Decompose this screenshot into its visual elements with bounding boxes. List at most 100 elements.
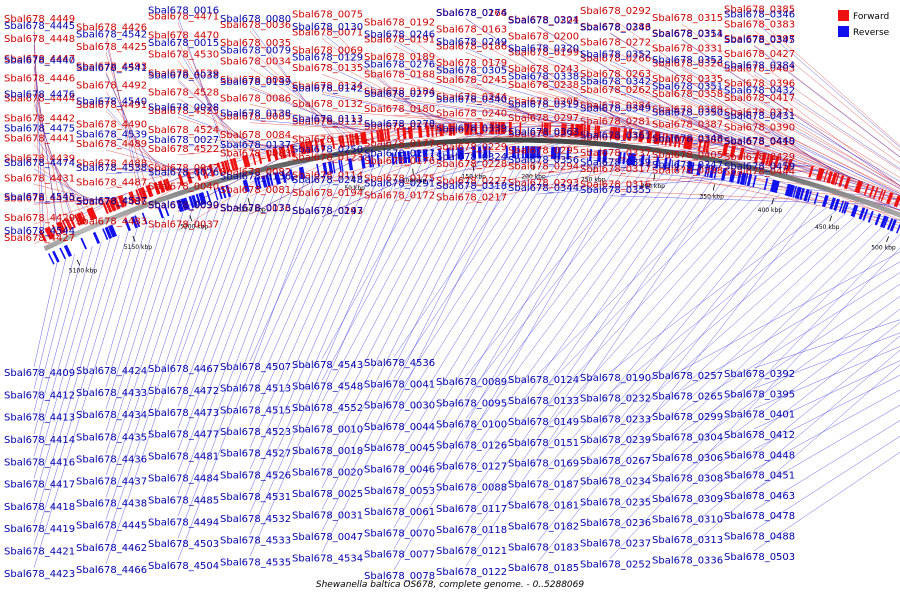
gene-label-top: Sbal678_4492 (76, 81, 147, 92)
reverse-gene (622, 152, 626, 165)
label-connector (321, 159, 452, 403)
gene-label-top: Sbal678_0079 (220, 46, 291, 57)
gene-label-top: Sbal678_4442 (4, 114, 75, 125)
label-connector (393, 40, 543, 123)
reverse-gene (788, 184, 795, 198)
forward-gene (474, 122, 478, 135)
gene-label-top: Sbal678_4447 (4, 54, 75, 65)
gene-label-top: Sbal678_0274 (436, 8, 507, 19)
label-connector (33, 246, 93, 457)
forward-gene (201, 167, 207, 180)
scale-tick (771, 198, 774, 205)
reverse-gene (108, 225, 116, 238)
label-connector (321, 157, 510, 532)
gene-label-top: Sbal678_0349 (580, 104, 651, 115)
gene-label-top: Sbal678_0082 (220, 167, 291, 178)
scale-ticks: 5100 kbp 5150 kbp 5200 kbp 5250 kbp 50 kbp 10… (69, 164, 896, 274)
label-connector (177, 137, 326, 231)
reverse-gene (640, 154, 645, 167)
label-connector (249, 87, 362, 133)
forward-gene (541, 122, 544, 135)
gene-label-top: Sbal678_0317 (580, 164, 651, 175)
gene-label-top: Sbal678_0262 (580, 85, 651, 96)
gene-label-top: Sbal678_0389 (652, 105, 723, 116)
label-connector (33, 234, 120, 524)
gene-label-top: Sbal678_0192 (364, 17, 435, 28)
gene-label-top: Sbal678_0248 (292, 175, 363, 186)
reverse-gene (763, 178, 769, 191)
reverse-gene (157, 206, 164, 219)
reverse-gene (604, 150, 608, 163)
label-connector (321, 122, 482, 126)
forward-gene (178, 174, 185, 187)
gene-label-bottom: Sbal678_0046 (364, 465, 435, 476)
label-connector (609, 33, 841, 175)
forward-gene (61, 219, 69, 232)
forward-gene (664, 133, 669, 146)
forward-gene (153, 182, 161, 195)
label-connector (105, 91, 164, 181)
gene-label-top: Sbal678_4493 (76, 61, 147, 72)
label-connector (321, 158, 491, 489)
label-connector (537, 193, 780, 479)
forward-gene (646, 131, 652, 144)
label-connector (249, 172, 335, 362)
gene-label-top: Sbal678_0350 (652, 108, 723, 119)
label-connector (393, 97, 572, 125)
gene-label-top: Sbal678_0396 (724, 78, 795, 89)
label-connector (753, 71, 900, 170)
gene-label-top: Sbal678_4425 (76, 42, 147, 53)
gene-label-top: Sbal678_0139 (220, 77, 291, 88)
forward-gene (112, 197, 121, 210)
gene-label-top: Sbal678_0398 (652, 165, 723, 176)
reverse-gene (729, 169, 735, 183)
gene-label-bottom: Sbal678_0336 (652, 556, 723, 567)
forward-gene (203, 166, 209, 179)
reverse-gene (829, 197, 836, 210)
gene-label-top: Sbal678_0429 (724, 152, 795, 163)
reverse-gene (124, 218, 131, 232)
reverse-gene (322, 162, 328, 175)
gene-label-bottom: Sbal678_4473 (148, 408, 219, 419)
forward-gene (44, 227, 53, 240)
label-connector (681, 176, 900, 224)
label-connector (105, 73, 156, 183)
forward-gene (543, 122, 547, 135)
reverse-gene (807, 190, 812, 203)
gene-label-bottom: Sbal678_4433 (76, 388, 147, 399)
reverse-gene (483, 146, 487, 159)
label-connector (537, 204, 818, 563)
scale-tick (829, 215, 833, 222)
forward-gene (220, 161, 227, 174)
gene-label-top: Sbal678_0172 (364, 191, 435, 202)
label-connector (33, 100, 72, 217)
gene-label-top: Sbal678_0276 (364, 59, 435, 70)
gene-label-top: Sbal678_0200 (508, 31, 579, 42)
label-connector (465, 174, 695, 503)
label-connector (609, 220, 864, 456)
forward-gene (78, 212, 86, 224)
reverse-gene (841, 201, 847, 214)
gene-label-top: Sbal678_0320 (508, 43, 579, 54)
label-connector (753, 147, 900, 212)
label-connector (177, 186, 269, 429)
reverse-gene (188, 196, 195, 209)
gene-label-top: Sbal678_4426 (76, 23, 147, 34)
label-connector (177, 178, 307, 517)
reverse-gene (744, 173, 749, 186)
reverse-gene (655, 156, 660, 169)
reverse-gene (376, 154, 380, 167)
label-connector (681, 99, 900, 196)
label-connector (177, 48, 243, 157)
forward-gene (561, 123, 565, 136)
reverse-gene (598, 149, 602, 162)
forward-gene (147, 184, 154, 197)
forward-gene (102, 202, 109, 214)
gene-label-bottom: Sbal678_4527 (220, 449, 291, 460)
gene-label-top: Sbal678_0279 (364, 89, 435, 100)
label-connector (177, 180, 297, 495)
label-connector (681, 54, 900, 188)
label-connector (33, 66, 58, 223)
label-connector (177, 60, 248, 155)
label-connector (465, 172, 685, 482)
